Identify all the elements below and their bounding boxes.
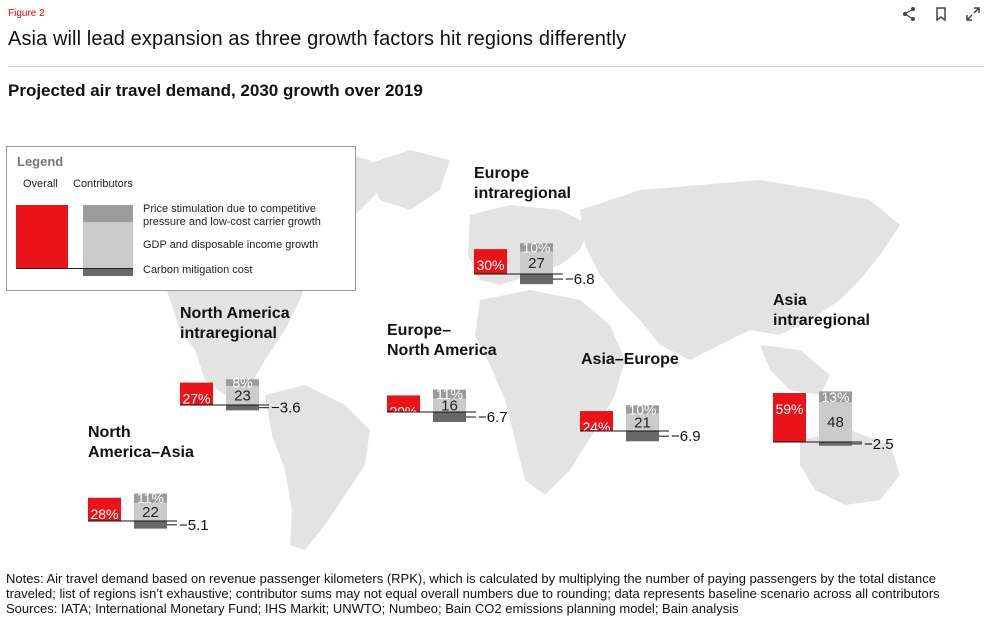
overall-bar (773, 393, 806, 442)
price-label: 13% (821, 389, 849, 405)
gdp-label: 48 (827, 414, 844, 431)
map-africa (475, 290, 625, 495)
footnotes: Notes: Air travel demand based on revenu… (6, 571, 984, 616)
region-title: Europe (474, 165, 529, 182)
region-title: North (88, 424, 131, 441)
region-title: North America (180, 305, 290, 322)
overall-label: 27% (182, 391, 210, 407)
carbon-label: −3.6 (271, 400, 301, 417)
price-bar (134, 493, 167, 503)
legend-gdp-swatch (83, 222, 133, 268)
map-greenland (365, 150, 450, 210)
legend-price-swatch (83, 205, 133, 222)
expand-icon[interactable] (964, 5, 982, 23)
region-north-america-intraregional: North America intraregional 27% 238% −3.6 (180, 305, 301, 417)
share-icon[interactable] (900, 5, 918, 23)
region-title: intraregional (773, 312, 870, 329)
title-divider (8, 66, 984, 67)
header-actions (900, 5, 982, 23)
carbon-bar (226, 405, 259, 411)
region-title: intraregional (180, 325, 277, 342)
legend-overall-label: Overall (23, 178, 58, 190)
gdp-bar (134, 502, 167, 521)
carbon-bar (626, 431, 659, 442)
price-label: 8% (232, 375, 252, 391)
chart-title: Projected air travel demand, 2030 growth… (8, 81, 423, 100)
gdp-bar (226, 385, 259, 405)
overall-bar (88, 497, 121, 521)
carbon-bar (819, 442, 852, 446)
gdp-bar (433, 398, 466, 412)
legend-overall-swatch (16, 205, 68, 268)
legend-item-carbon: Carbon mitigation cost (143, 264, 253, 276)
carbon-bar (520, 274, 553, 285)
overall-bar (387, 395, 420, 412)
carbon-bar (134, 521, 167, 529)
map-southeast-asia (760, 345, 830, 395)
price-bar (520, 243, 553, 252)
carbon-label: −6.9 (671, 428, 701, 445)
legend: Legend Overall Contributors Price stimul… (6, 146, 356, 291)
region-title: intraregional (474, 185, 571, 202)
overall-label: 28% (90, 506, 118, 522)
gdp-label: 23 (234, 387, 251, 404)
gdp-label: 16 (441, 397, 458, 414)
overall-label: 30% (476, 257, 504, 273)
legend-baseline (16, 268, 133, 269)
legend-carbon-swatch (83, 269, 133, 276)
gdp-label: 22 (142, 504, 159, 521)
map-south-america (265, 385, 370, 550)
price-label: 10% (628, 401, 656, 417)
notes-text: Notes: Air travel demand based on revenu… (6, 571, 940, 601)
carbon-label: −6.8 (565, 271, 595, 288)
region-asia-intraregional: Asia intraregional 59% 48 13% −2.5 (773, 292, 894, 453)
sources-text: Sources: IATA; International Monetary Fu… (6, 601, 739, 616)
region-title: North America (387, 342, 497, 359)
region-title: Asia (773, 292, 807, 309)
gdp-bar (626, 413, 659, 431)
legend-title: Legend (17, 154, 64, 169)
region-title: America–Asia (88, 444, 194, 461)
page-title: Asia will lead expansion as three growth… (8, 28, 627, 50)
price-label: 11% (436, 386, 463, 402)
price-bar (819, 391, 852, 403)
legend-item-gdp: GDP and disposable income growth (143, 239, 319, 251)
bookmark-icon[interactable] (932, 5, 950, 23)
price-bar (226, 379, 259, 386)
carbon-label: −5.1 (179, 517, 209, 534)
gdp-label: 21 (634, 414, 651, 431)
region-title: Asia–Europe (581, 351, 679, 368)
figure-label: Figure 2 (8, 8, 45, 19)
price-bar (626, 405, 659, 414)
gdp-bar (520, 251, 553, 274)
gdp-label: 27 (528, 255, 545, 272)
overall-bar (180, 382, 213, 405)
carbon-label: −6.7 (478, 409, 508, 426)
gdp-bar (819, 402, 852, 442)
overall-label: 59% (775, 401, 803, 417)
carbon-label: −2.5 (864, 436, 894, 453)
legend-contributors-label: Contributors (73, 178, 133, 190)
carbon-bar (433, 412, 466, 423)
price-label: 11% (137, 490, 164, 506)
map-asia (580, 180, 900, 360)
price-label: 10% (522, 239, 550, 255)
map-australia (800, 430, 900, 505)
price-bar (433, 389, 466, 399)
overall-label: 20% (389, 403, 417, 419)
overall-label: 24% (582, 419, 610, 435)
overall-bar (474, 249, 507, 274)
region-title: Europe– (387, 322, 451, 339)
legend-item-price: Price stimulation due to competitive pre… (143, 203, 321, 228)
overall-bar (580, 411, 613, 431)
